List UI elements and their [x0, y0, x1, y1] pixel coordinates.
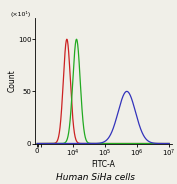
Text: (×10¹): (×10¹)	[11, 11, 31, 17]
X-axis label: FITC-A: FITC-A	[92, 160, 115, 169]
Text: Human SiHa cells: Human SiHa cells	[56, 173, 135, 182]
Y-axis label: Count: Count	[7, 70, 16, 92]
